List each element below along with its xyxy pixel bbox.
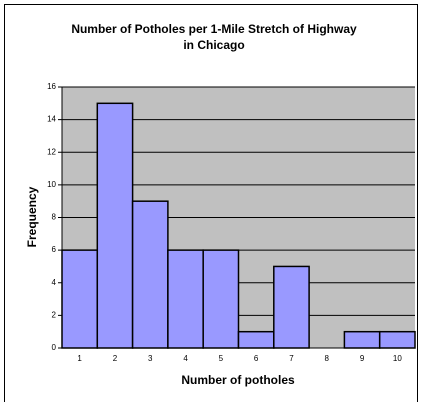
chart-title: Number of Potholes per 1-Mile Stretch of… <box>71 22 357 36</box>
y-tick-label: 8 <box>52 213 57 222</box>
x-tick-label: 3 <box>148 354 153 363</box>
bar <box>96 102 134 349</box>
bar <box>61 249 99 349</box>
bar <box>202 249 240 349</box>
bar <box>237 330 275 349</box>
x-tick-label: 10 <box>393 354 402 363</box>
y-tick-label: 14 <box>47 115 56 124</box>
x-tick-label: 6 <box>254 354 259 363</box>
bar <box>378 330 416 349</box>
x-tick-label: 8 <box>325 354 330 363</box>
x-axis-title: Number of potholes <box>181 373 295 387</box>
x-tick-label: 4 <box>183 354 188 363</box>
x-tick-label: 7 <box>289 354 294 363</box>
bar <box>167 249 204 349</box>
x-tick-label: 2 <box>113 354 118 363</box>
y-tick-label: 2 <box>52 310 57 319</box>
y-tick-label: 4 <box>52 278 57 287</box>
x-tick-label: 5 <box>219 354 224 363</box>
bar <box>273 265 310 349</box>
y-tick-label: 6 <box>52 245 57 254</box>
y-axis-title: Frequency <box>25 186 39 247</box>
y-tick-label: 12 <box>47 147 56 156</box>
x-tick-label: 9 <box>360 354 365 363</box>
y-tick-label: 10 <box>47 180 56 189</box>
bar <box>131 200 169 349</box>
bar <box>343 330 381 349</box>
y-tick-label: 16 <box>47 82 56 91</box>
chart-title: in Chicago <box>183 38 244 52</box>
x-tick-label: 1 <box>77 354 82 363</box>
y-tick-label: 0 <box>52 343 57 352</box>
